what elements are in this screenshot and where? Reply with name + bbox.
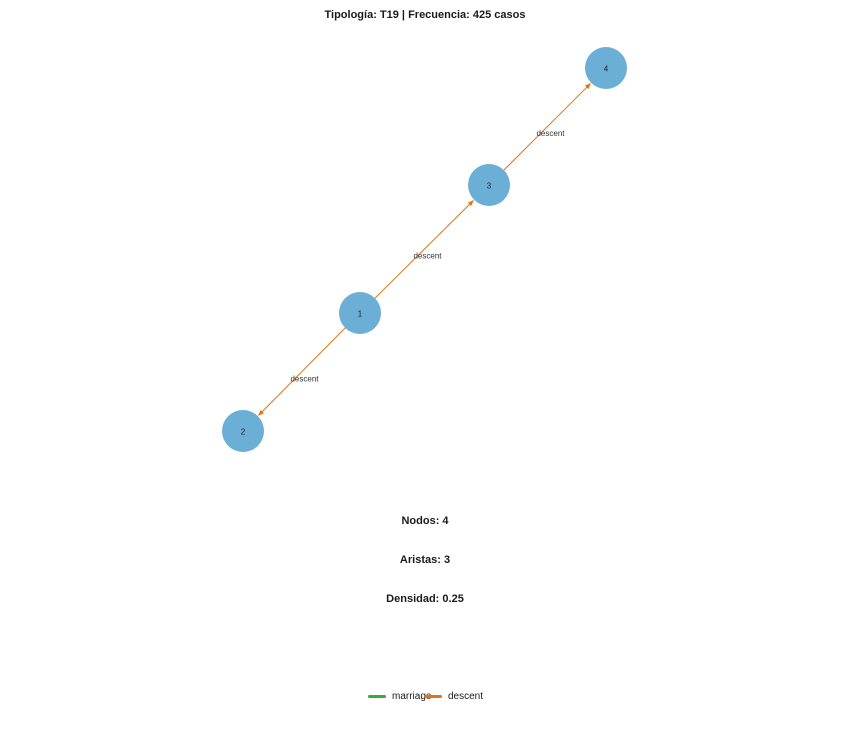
node-circle-3 [468,164,510,206]
node-label-1: 1 [358,310,363,319]
legend: marriage descent [0,688,850,704]
node-4: 4 [585,47,627,89]
edge-1-2 [258,327,346,416]
edge-label-1-2: descent [290,375,319,384]
node-label-3: 3 [487,182,492,191]
nodes-layer: 1 2 3 4 [222,47,627,452]
edge-label-3-4: descent [536,129,565,138]
node-circle-4 [585,47,627,89]
node-2: 2 [222,410,264,452]
legend-label-marriage: marriage [392,690,432,702]
stat-nodes: Nodos: 4 [401,515,449,527]
legend-item-marriage: marriage [368,688,431,704]
edges-layer [258,83,591,416]
node-3: 3 [468,164,510,206]
node-circle-1 [339,292,381,334]
graph-title: Tipología: T19 | Frecuencia: 425 casos [324,9,526,21]
stat-edges: Aristas: 3 [399,554,451,566]
legend-item-descent: descent [424,688,483,704]
legend-swatch-marriage [368,694,386,698]
node-1: 1 [339,292,381,334]
network-graph: descent descent descent 1 2 3 4 [222,47,627,452]
legend-swatch-descent [424,694,442,698]
edge-labels-layer: descent descent descent [290,129,565,384]
node-label-2: 2 [241,428,246,437]
edge-1-3 [374,200,474,299]
edge-3-4 [503,83,591,171]
stat-density: Densidad: 0.25 [386,593,464,605]
legend-label-descent: descent [448,690,484,702]
node-label-4: 4 [604,65,609,74]
edge-label-1-3: descent [413,252,442,261]
node-circle-2 [222,410,264,452]
